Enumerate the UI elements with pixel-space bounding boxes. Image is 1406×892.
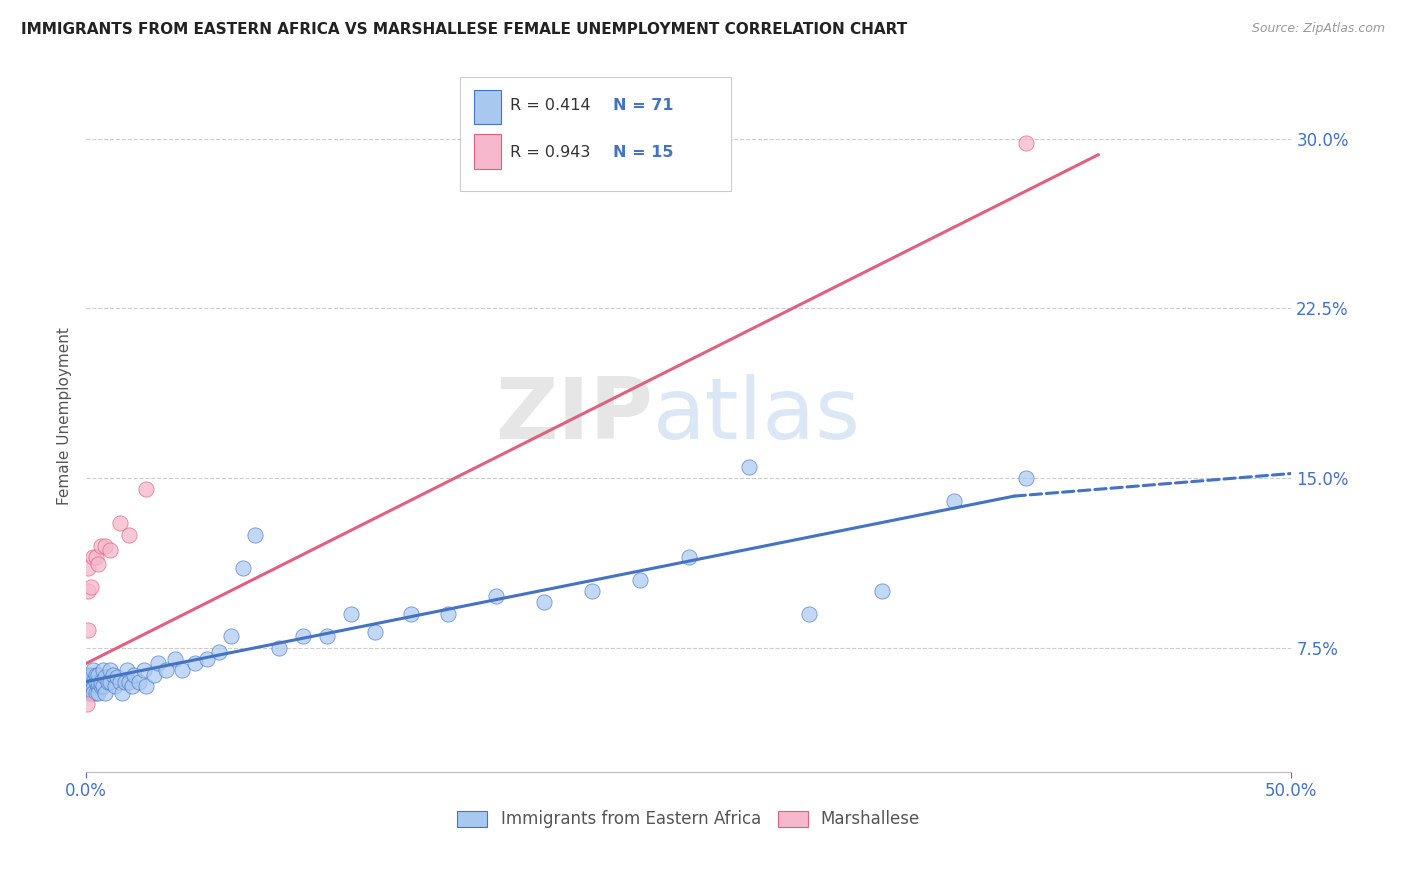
Point <box>80 667 103 681</box>
Point <box>84 550 107 565</box>
Point <box>208 645 231 659</box>
Point <box>121 679 143 693</box>
Point <box>799 607 821 621</box>
Point <box>101 667 124 681</box>
Point <box>108 674 131 689</box>
Point <box>90 679 112 693</box>
Point <box>94 670 117 684</box>
Point <box>79 670 101 684</box>
Point <box>82 686 104 700</box>
Point <box>485 589 508 603</box>
Y-axis label: Female Unemployment: Female Unemployment <box>58 326 72 505</box>
Point <box>219 629 242 643</box>
Point <box>80 679 103 693</box>
Point <box>94 686 117 700</box>
Point <box>82 550 104 565</box>
Point <box>118 527 141 541</box>
Point <box>77 679 100 693</box>
Text: N = 71: N = 71 <box>613 98 673 113</box>
Point <box>533 595 555 609</box>
Point <box>80 674 103 689</box>
Point <box>195 652 218 666</box>
Point <box>942 493 965 508</box>
Point <box>80 686 103 700</box>
Point <box>364 624 387 639</box>
Point <box>111 686 134 700</box>
Point <box>87 679 110 693</box>
Point <box>401 607 423 621</box>
Point <box>232 561 254 575</box>
Point <box>87 674 110 689</box>
Point <box>91 663 114 677</box>
Point <box>128 674 150 689</box>
Point <box>91 679 114 693</box>
Text: atlas: atlas <box>652 375 860 458</box>
Point <box>97 674 120 689</box>
Point <box>77 667 100 681</box>
Point <box>340 607 363 621</box>
Point <box>104 679 127 693</box>
Point <box>738 459 761 474</box>
Point <box>84 686 107 700</box>
Point <box>76 674 98 689</box>
Point <box>77 623 100 637</box>
Point <box>84 674 107 689</box>
Point <box>183 657 205 671</box>
Point <box>135 483 157 497</box>
Point <box>82 663 104 677</box>
Point <box>155 663 177 677</box>
Point <box>148 657 170 671</box>
Point <box>87 667 110 681</box>
Point <box>80 580 103 594</box>
Point <box>87 557 110 571</box>
FancyBboxPatch shape <box>460 78 731 192</box>
Point <box>243 527 266 541</box>
Point <box>124 667 146 681</box>
Point <box>108 516 131 531</box>
Point <box>135 679 157 693</box>
Point <box>114 674 136 689</box>
Point <box>142 667 165 681</box>
Point <box>436 607 458 621</box>
Text: IMMIGRANTS FROM EASTERN AFRICA VS MARSHALLESE FEMALE UNEMPLOYMENT CORRELATION CH: IMMIGRANTS FROM EASTERN AFRICA VS MARSHA… <box>21 22 907 37</box>
Point <box>292 629 315 643</box>
Point <box>82 674 104 689</box>
Point <box>581 584 603 599</box>
Point <box>84 667 107 681</box>
Point <box>90 539 112 553</box>
Point <box>76 697 98 711</box>
Point <box>630 573 652 587</box>
Text: Source: ZipAtlas.com: Source: ZipAtlas.com <box>1251 22 1385 36</box>
Text: R = 0.414: R = 0.414 <box>510 98 591 113</box>
Point <box>87 686 110 700</box>
Point <box>1015 136 1038 151</box>
Legend: Immigrants from Eastern Africa, Marshallese: Immigrants from Eastern Africa, Marshall… <box>450 804 927 835</box>
Point <box>79 681 101 696</box>
Point <box>82 681 104 696</box>
Point <box>165 652 187 666</box>
Point <box>118 674 141 689</box>
Point <box>107 670 129 684</box>
Point <box>98 674 121 689</box>
Point <box>678 550 700 565</box>
Point <box>98 663 121 677</box>
Text: ZIP: ZIP <box>495 375 652 458</box>
Point <box>94 539 117 553</box>
Point <box>1015 471 1038 485</box>
Point <box>77 561 100 575</box>
Point <box>115 663 138 677</box>
Point <box>77 584 100 599</box>
Text: R = 0.943: R = 0.943 <box>510 145 591 160</box>
Point <box>172 663 194 677</box>
Point <box>870 584 893 599</box>
Point <box>90 674 112 689</box>
Point <box>98 543 121 558</box>
Point <box>77 686 100 700</box>
Point <box>132 663 155 677</box>
Point <box>267 640 290 655</box>
FancyBboxPatch shape <box>474 135 501 169</box>
Text: N = 15: N = 15 <box>613 145 673 160</box>
Point <box>316 629 339 643</box>
FancyBboxPatch shape <box>474 89 501 124</box>
